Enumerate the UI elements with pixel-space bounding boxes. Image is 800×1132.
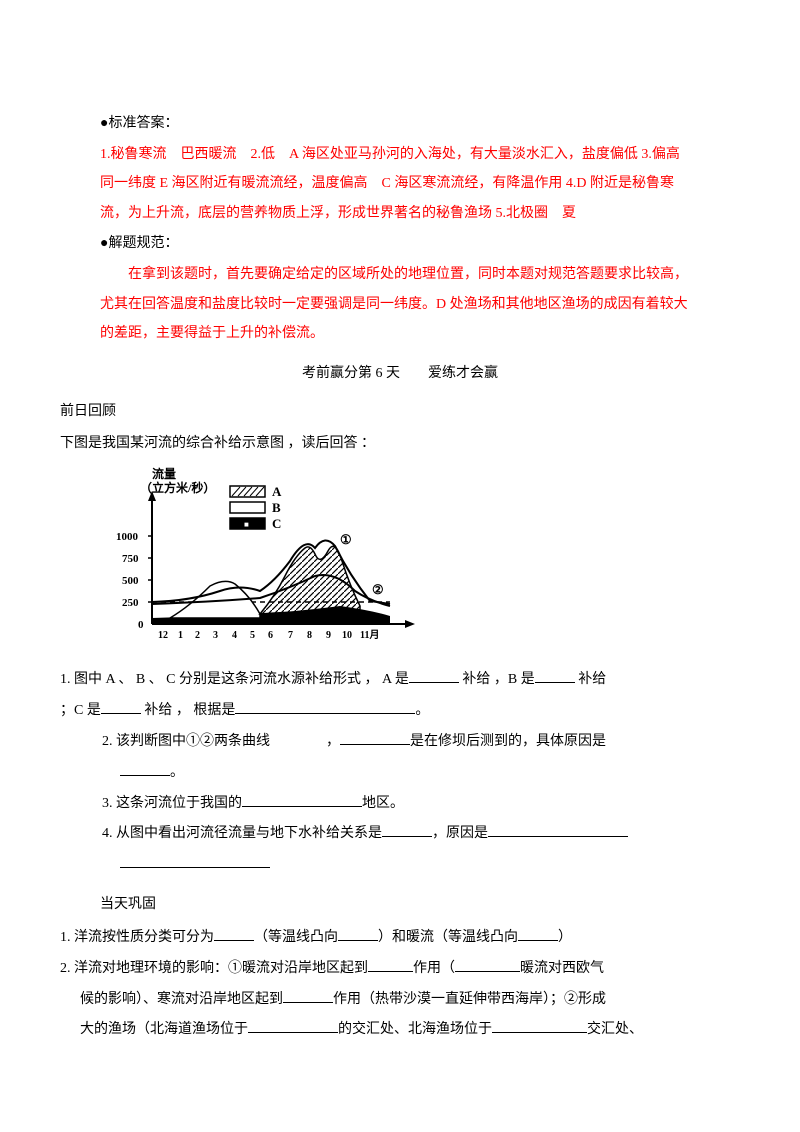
q1l2-text1: ；C 是	[60, 703, 101, 718]
ytick-750: 750	[122, 553, 139, 565]
c2-text1: 2. 洋流对地理环境的影响：①暖流对沿岸地区起到	[60, 961, 368, 976]
q1-text1: 1. 图中 A 、 B 、 C 分别是这条河流水源补给形式 ， A 是	[60, 672, 409, 687]
consolidate-2: 2. 洋流对地理环境的影响：①暖流对沿岸地区起到 作用（ 暖流对西欧气	[60, 954, 700, 985]
q1l2-text2: 补给 ， 根据是	[141, 703, 236, 718]
question-1: 1. 图中 A 、 B 、 C 分别是这条河流水源补给形式 ， A 是 补给 ，…	[60, 665, 700, 696]
question-4: 4. 从图中看出河流径流量与地下水补给关系是 ，原因是	[60, 819, 700, 850]
xtick-6: 6	[268, 630, 273, 641]
q2-text1: 2. 该判断图中①②两条曲线 ，	[102, 734, 340, 749]
xtick-2: 2	[195, 630, 200, 641]
marker-1: ①	[340, 532, 352, 547]
c1-text2: （等温线凸向	[254, 930, 338, 945]
xtick-10: 10	[342, 630, 352, 641]
c1-text4: ）	[558, 930, 572, 945]
consolidate-2-line3: 大的渔场（北海道渔场位于 的交汇处、北海渔场位于 交汇处、	[80, 1015, 700, 1046]
ytick-0: 0	[138, 619, 144, 631]
xtick-5: 5	[250, 630, 255, 641]
xtick-12: 12	[158, 630, 168, 641]
marker-2: ②	[372, 582, 384, 597]
bullet-standard-answer: ●标准答案：	[100, 110, 700, 138]
intro-text: 下图是我国某河流的综合补给示意图 ，读后回答 ：	[60, 430, 700, 458]
q3-text1: 3. 这条河流位于我国的	[102, 796, 242, 811]
q2l2-text: 。	[170, 765, 184, 780]
xtick-1: 1	[178, 630, 183, 641]
section-title: 考前赢分第 6 天 爱练才会赢	[100, 360, 700, 388]
xtick-4: 4	[232, 630, 237, 641]
explain-text: 在拿到该题时，首先要确定给定的区域所处的地理位置，同时本题对规范答题要求比较高，…	[100, 260, 700, 348]
xtick-8: 8	[307, 630, 312, 641]
q1-text3: 补给	[575, 672, 607, 687]
q1l2-text3: 。	[415, 703, 429, 718]
q3-text2: 地区。	[362, 796, 404, 811]
review-label: 前日回顾	[60, 398, 700, 426]
c2-text2: 作用（	[413, 961, 455, 976]
standard-answer-text: 1.秘鲁寒流 巴西暖流 2.低 A 海区处亚马孙河的入海处，有大量淡水汇入，盐度…	[100, 140, 700, 228]
legend-b: B	[272, 500, 281, 515]
xtick-3: 3	[213, 630, 218, 641]
chart-ylabel1: 流量	[152, 466, 176, 481]
q4-text1: 4. 从图中看出河流径流量与地下水补给关系是	[102, 826, 382, 841]
bullet-explain: ●解题规范：	[100, 230, 700, 258]
xtick-11: 11月	[360, 629, 379, 641]
question-2: 2. 该判断图中①②两条曲线 ， 是在修坝后测到的，具体原因是	[60, 727, 700, 758]
q4-text2: ，原因是	[432, 826, 488, 841]
today-label: 当天巩固	[100, 891, 700, 919]
q2-text2: 是在修坝后测到的，具体原因是	[410, 734, 606, 749]
xtick-9: 9	[326, 630, 331, 641]
consolidate-2-line2: 候的影响）、寒流对沿岸地区起到 作用（热带沙漠一直延伸带西海岸）；②形成	[80, 985, 700, 1016]
q1-text2: 补给 ，B 是	[459, 672, 535, 687]
flow-chart: 流量 （立方米/秒） A B ■ C 1000 750 500 250 0 12…	[110, 466, 700, 657]
c1-text3: ）和暖流（等温线凸向	[378, 930, 518, 945]
question-2-line2: 。	[120, 758, 700, 789]
ytick-1000: 1000	[116, 531, 139, 543]
legend-a: A	[272, 484, 282, 499]
ytick-250: 250	[122, 597, 139, 609]
ytick-500: 500	[122, 575, 139, 587]
c2l2-text1: 候的影响）、寒流对沿岸地区起到	[80, 992, 283, 1007]
c1-text1: 1. 洋流按性质分类可分为	[60, 930, 214, 945]
svg-text:■: ■	[244, 520, 249, 529]
consolidate-1: 1. 洋流按性质分类可分为 （等温线凸向 ）和暖流（等温线凸向 ）	[60, 923, 700, 954]
question-1-line2: ；C 是 补给 ， 根据是 。	[60, 696, 700, 727]
c2l2-text2: 作用（热带沙漠一直延伸带西海岸）；②形成	[333, 992, 606, 1007]
question-3: 3. 这条河流位于我国的 地区。	[60, 789, 700, 820]
c2l3-text3: 交汇处、	[587, 1022, 643, 1037]
question-4-line2	[120, 850, 700, 881]
xtick-7: 7	[288, 630, 293, 641]
c2l3-text2: 的交汇处、北海渔场位于	[338, 1022, 492, 1037]
legend-c: C	[272, 516, 281, 531]
c2-text3: 暖流对西欧气	[520, 961, 604, 976]
c2l3-text1: 大的渔场（北海道渔场位于	[80, 1022, 248, 1037]
